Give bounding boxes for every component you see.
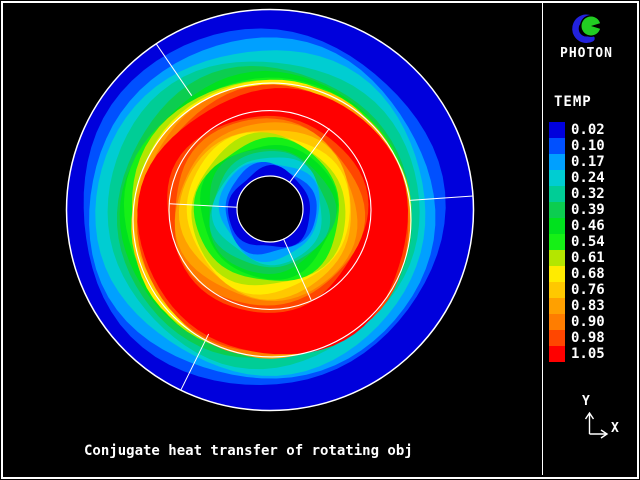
legend-value: 1.05 [571,346,605,362]
brand-name: PHOTON [560,46,613,61]
legend-value: 0.98 [571,330,605,346]
legend-value: 0.39 [571,202,605,218]
legend-value: 0.61 [571,250,605,266]
legend-color-swatch [549,234,565,250]
legend-color-swatch [549,330,565,346]
legend-value: 0.76 [571,282,605,298]
legend-color-swatch [549,122,565,138]
legend-color-swatch [549,154,565,170]
legend-value: 0.54 [571,234,605,250]
axis-arrows-icon [584,411,609,439]
legend-entry: 0.32 [549,186,605,202]
legend-entry: 0.02 [549,122,605,138]
legend-color-swatch [549,298,565,314]
legend-entry: 0.24 [549,170,605,186]
legend-color-swatch [549,250,565,266]
legend-entry: 0.68 [549,266,605,282]
legend-entry: 0.76 [549,282,605,298]
legend-entry: 0.61 [549,250,605,266]
legend-value: 0.17 [571,154,605,170]
legend-entry: 0.10 [549,138,605,154]
legend-value: 0.10 [571,138,605,154]
legend-entry: 0.39 [549,202,605,218]
temp-legend: 0.02 0.10 0.17 0.24 0.32 0.39 0.46 0.54 0.61 0.68… [549,122,605,362]
legend-color-swatch [549,346,565,362]
legend-title: TEMP [554,94,592,110]
legend-value: 0.68 [571,266,605,282]
legend-entry: 0.17 [549,154,605,170]
legend-color-swatch [549,314,565,330]
legend-value: 0.32 [571,186,605,202]
legend-entry: 1.05 [549,346,605,362]
legend-color-swatch [549,218,565,234]
legend-color-swatch [549,170,565,186]
axis-orientation-indicator: Y X [575,392,635,442]
legend-color-swatch [549,186,565,202]
panel-separator [542,2,543,475]
legend-entry: 0.90 [549,314,605,330]
legend-color-swatch [549,138,565,154]
legend-entry: 0.98 [549,330,605,346]
legend-value: 0.24 [571,170,605,186]
legend-value: 0.83 [571,298,605,314]
logo-notch [591,22,604,30]
legend-color-swatch [549,282,565,298]
legend-entry: 0.54 [549,234,605,250]
legend-color-swatch [549,202,565,218]
legend-color-swatch [549,266,565,282]
photon-logo-icon [570,12,604,46]
x-axis-label: X [611,421,619,436]
legend-value: 0.02 [571,122,605,138]
legend-entry: 0.46 [549,218,605,234]
legend-value: 0.90 [571,314,605,330]
y-axis-label: Y [582,394,590,409]
plot-caption: Conjugate heat transfer of rotating obj [84,443,413,459]
legend-value: 0.46 [571,218,605,234]
legend-entry: 0.83 [549,298,605,314]
